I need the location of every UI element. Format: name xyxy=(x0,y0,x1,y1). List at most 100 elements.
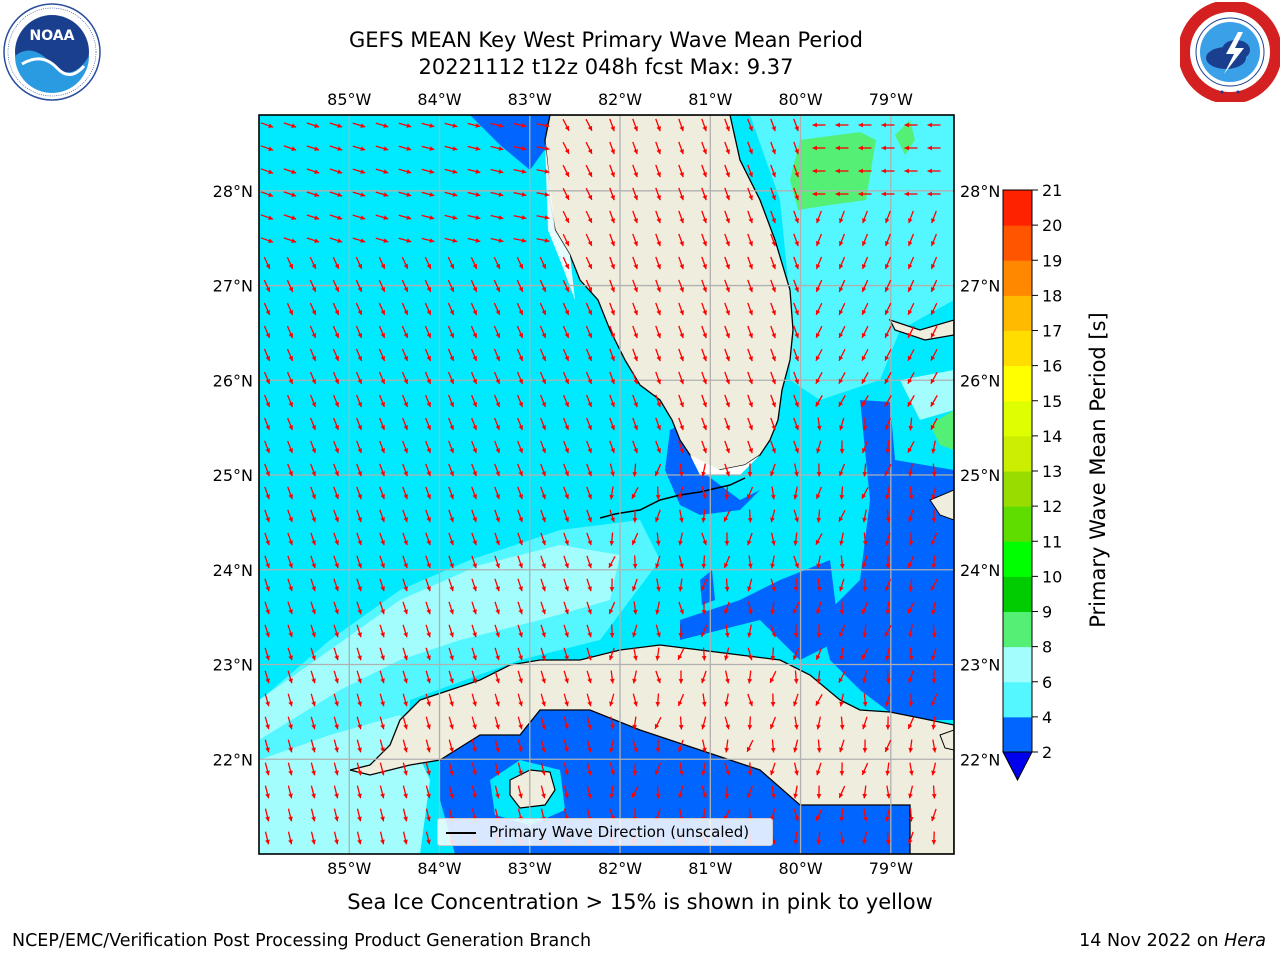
wave-direction-arrow xyxy=(540,762,546,776)
wave-direction-arrow xyxy=(586,578,592,592)
wave-direction-arrow xyxy=(447,256,455,270)
wave-direction-arrow xyxy=(858,145,872,151)
wave-direction-arrow xyxy=(770,555,775,569)
wave-direction-arrow xyxy=(356,509,362,523)
wave-direction-arrow xyxy=(747,348,753,362)
wave-direction-arrow xyxy=(493,302,501,316)
wave-direction-arrow xyxy=(724,394,730,408)
wave-direction-arrow xyxy=(562,256,570,270)
wave-direction-arrow xyxy=(402,509,408,523)
wave-direction-arrow xyxy=(494,716,500,730)
wave-direction-arrow xyxy=(931,670,937,684)
wave-direction-arrow xyxy=(287,578,293,592)
colorbar-segment xyxy=(1003,471,1032,507)
wave-direction-arrow xyxy=(747,716,753,730)
wave-direction-arrow xyxy=(771,532,776,546)
wave-direction-arrow xyxy=(471,716,477,730)
wave-direction-arrow xyxy=(333,555,339,569)
wave-direction-arrow xyxy=(835,145,849,151)
wave-direction-arrow xyxy=(861,371,869,385)
wave-direction-arrow xyxy=(310,555,316,569)
sea-ice-note: Sea Ice Concentration > 15% is shown in … xyxy=(0,890,1280,914)
wave-direction-arrow xyxy=(609,187,615,201)
wave-direction-arrow xyxy=(517,532,523,546)
wave-direction-arrow xyxy=(931,509,937,523)
wave-direction-arrow xyxy=(562,187,570,201)
wave-direction-arrow xyxy=(907,256,915,270)
wave-direction-arrow xyxy=(379,509,385,523)
wave-direction-arrow xyxy=(816,601,822,615)
wave-direction-arrow xyxy=(678,348,684,362)
wave-direction-arrow xyxy=(379,486,385,500)
wave-direction-arrow xyxy=(263,302,271,316)
wave-direction-arrow xyxy=(263,348,271,362)
wave-direction-arrow xyxy=(401,279,409,293)
wave-direction-arrow xyxy=(471,739,477,753)
wave-direction-arrow xyxy=(379,762,385,776)
wave-direction-arrow xyxy=(931,716,937,730)
wave-direction-arrow xyxy=(402,739,408,753)
wave-direction-arrow xyxy=(793,440,799,454)
wave-direction-arrow xyxy=(287,762,293,776)
wave-direction-arrow xyxy=(356,601,362,615)
wave-direction-arrow xyxy=(861,601,869,615)
wave-direction-arrow xyxy=(333,624,339,638)
wave-direction-arrow xyxy=(862,532,868,546)
wave-direction-arrow xyxy=(701,670,707,684)
wave-direction-arrow xyxy=(513,191,527,197)
wave-direction-arrow xyxy=(263,394,271,408)
wave-direction-arrow xyxy=(747,394,753,408)
wave-direction-arrow xyxy=(540,463,546,477)
wave-direction-arrow xyxy=(793,164,799,178)
wave-direction-arrow xyxy=(858,122,872,128)
wave-direction-arrow xyxy=(287,555,293,569)
wave-direction-arrow xyxy=(838,395,846,407)
wave-direction-arrow xyxy=(884,233,892,247)
wave-direction-arrow xyxy=(448,739,454,753)
colorbar-tick-label: 16 xyxy=(1042,357,1062,376)
wave-direction-arrow xyxy=(701,371,707,385)
colorbar-tick-label: 12 xyxy=(1042,497,1062,516)
wave-direction-arrow xyxy=(490,214,504,220)
wave-direction-arrow xyxy=(609,279,615,293)
wave-direction-arrow xyxy=(679,509,684,523)
wave-direction-arrow xyxy=(632,601,638,615)
wave-direction-arrow xyxy=(792,647,800,661)
wave-direction-arrow xyxy=(816,624,822,638)
wave-direction-arrow xyxy=(424,394,432,408)
wave-direction-arrow xyxy=(355,371,363,385)
wave-direction-arrow xyxy=(747,578,753,592)
wave-direction-arrow xyxy=(425,440,431,454)
wave-direction-arrow xyxy=(264,440,270,454)
lon-tick-label-bottom: 83°W xyxy=(508,859,552,878)
wave-direction-arrow xyxy=(770,762,776,776)
wave-direction-arrow xyxy=(264,762,270,776)
wave-direction-arrow xyxy=(379,532,385,546)
wave-direction-arrow xyxy=(678,440,684,454)
wave-direction-arrow xyxy=(283,145,297,151)
wave-direction-arrow xyxy=(678,670,684,684)
wave-direction-arrow xyxy=(402,762,408,776)
wave-direction-arrow xyxy=(904,145,918,151)
wave-direction-arrow xyxy=(908,670,914,684)
wave-direction-arrow xyxy=(378,371,386,385)
wave-direction-arrow xyxy=(378,348,386,362)
wave-direction-arrow xyxy=(862,555,868,569)
wave-direction-arrow xyxy=(356,762,362,776)
wave-direction-arrow xyxy=(379,808,385,822)
wave-direction-arrow xyxy=(563,624,569,638)
wave-direction-arrow xyxy=(444,214,458,220)
wave-direction-arrow xyxy=(401,302,409,316)
wave-direction-arrow xyxy=(793,555,799,569)
wave-direction-arrow xyxy=(332,256,340,270)
wave-direction-arrow xyxy=(655,141,661,155)
wave-direction-arrow xyxy=(424,302,432,316)
wave-direction-arrow xyxy=(792,601,800,615)
wave-direction-arrow xyxy=(861,325,869,339)
wave-direction-arrow xyxy=(770,325,776,339)
colorbar-segment xyxy=(1003,435,1032,472)
wave-direction-arrow xyxy=(310,785,316,799)
wave-direction-arrow xyxy=(264,509,270,523)
wave-direction-arrow xyxy=(517,440,523,454)
wave-direction-arrow xyxy=(513,168,527,174)
